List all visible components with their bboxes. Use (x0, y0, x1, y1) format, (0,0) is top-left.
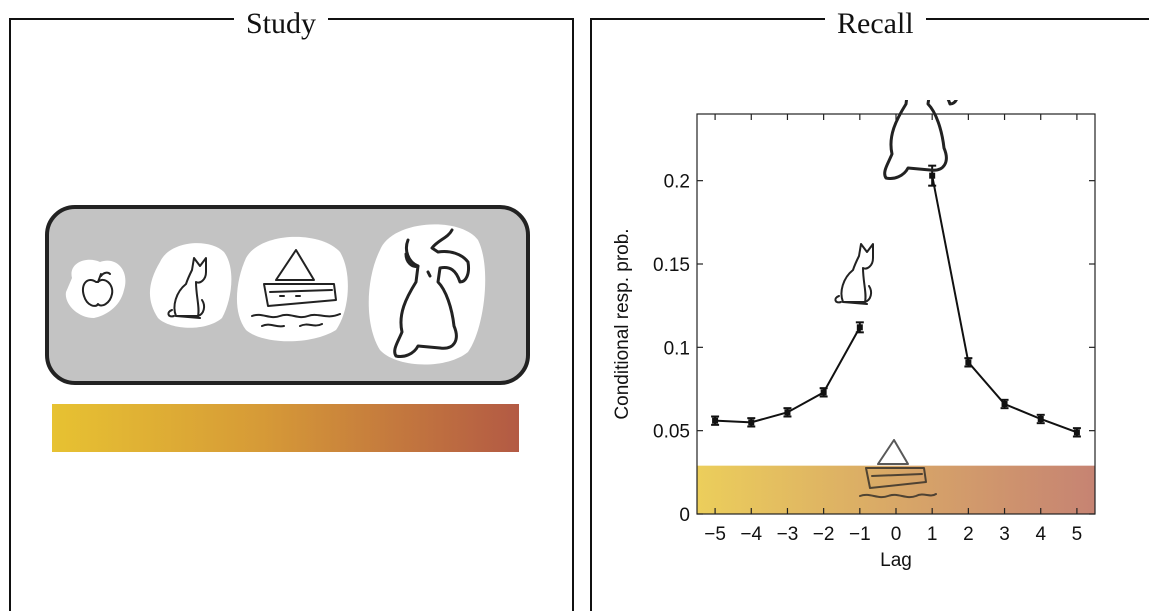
x-tick-label: −2 (813, 524, 835, 545)
x-tick-label: 2 (963, 524, 974, 545)
study-list-box (45, 205, 530, 385)
chart-axes: 0 0.05 0.1 0.15 0.2 −5 −4 −3 −2 −1 0 1 2 3 4 5 Lag Condit… (612, 113, 1096, 571)
y-tick-label: 0.15 (653, 255, 690, 276)
data-point (965, 359, 972, 366)
recall-boat-icon (859, 439, 937, 499)
recall-cat-icon (834, 243, 874, 305)
x-tick-label: −3 (777, 524, 799, 545)
data-point (712, 417, 719, 424)
study-gradient-bar (52, 404, 519, 452)
data-point (748, 419, 755, 426)
x-axis-label: Lag (880, 550, 912, 571)
data-point (929, 172, 936, 179)
recall-dog-icon (883, 100, 958, 180)
data-point (784, 409, 791, 416)
x-tick-label: 3 (999, 524, 1010, 545)
recall-pictures (834, 100, 958, 499)
x-tick-label: 4 (1035, 524, 1046, 545)
study-title: Study (234, 6, 329, 42)
data-point (1073, 429, 1080, 436)
x-tick-label: 5 (1072, 524, 1083, 545)
plot-frame (696, 113, 1096, 515)
recall-gradient-bar (697, 465, 1095, 514)
x-tick-label: 1 (927, 524, 938, 545)
recall-title: Recall (825, 6, 926, 42)
data-point (1037, 416, 1044, 422)
y-tick-label: 0.1 (664, 338, 690, 359)
data-point (1001, 401, 1008, 407)
chart-marks (711, 164, 1081, 438)
y-tick-label: 0.05 (653, 422, 690, 443)
lag-crp-chart: 0 0.05 0.1 0.15 0.2 −5 −4 −3 −2 −1 0 1 2 3 4 5 Lag Condit… (612, 100, 1096, 571)
data-point (856, 324, 863, 331)
x-tick-label: −1 (849, 524, 871, 545)
x-tick-label: −4 (740, 524, 762, 545)
series-line (931, 175, 1078, 434)
x-tick-label: −5 (704, 524, 726, 545)
x-tick-label: 0 (891, 524, 902, 545)
y-tick-label: 0.2 (664, 172, 690, 193)
y-tick-label: 0 (679, 505, 690, 526)
y-axis-label: Conditional resp. prob. (612, 228, 633, 419)
data-point (820, 389, 827, 396)
